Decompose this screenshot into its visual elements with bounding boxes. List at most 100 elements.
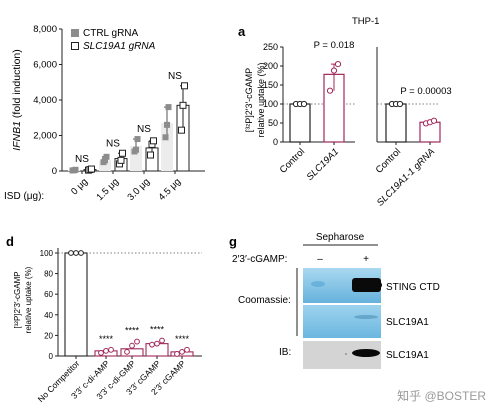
- x-tick-label: SLC19A1-1 gRNA: [375, 146, 437, 208]
- panel-a: a THP-1 [³²P]2′3′-cGAMP relative uptake …: [238, 16, 452, 209]
- y-tick-label: 250: [263, 42, 278, 52]
- panel-g: g Sepharose 2′3′-cGAMP: – + Coomassie: I…: [229, 232, 440, 369]
- cgamp-plus: +: [363, 254, 369, 265]
- panel-a-cell-line: THP-1: [352, 16, 379, 27]
- panel-d-y-ticks: 0 20 40 60 80 100: [40, 249, 58, 361]
- point-slc: [119, 149, 126, 157]
- point-slc: [117, 156, 125, 164]
- panel-d-letter: d: [6, 234, 14, 249]
- ifnb1-y-label: IFNB1 (fold induction): [11, 49, 23, 151]
- point-slc: [178, 126, 185, 134]
- ib-label: IB:: [279, 347, 291, 358]
- y-tick-label: 0: [49, 352, 54, 361]
- legend-slc-swatch: [71, 42, 79, 50]
- data-point: [330, 67, 338, 74]
- y-tick-label: 80: [44, 270, 53, 279]
- data-point: [154, 340, 160, 347]
- isd-label: ISD (μg):: [4, 191, 44, 202]
- sig-stars: ****: [125, 326, 140, 336]
- y-tick-label: 50: [268, 118, 278, 128]
- data-point: [129, 342, 135, 349]
- point-slc: [179, 101, 187, 109]
- point-slc: [181, 82, 188, 90]
- y-tick-label: 8,000: [33, 24, 57, 35]
- data-point: [68, 250, 74, 256]
- point-ctrl: [102, 157, 108, 164]
- y-tick-label: 150: [263, 80, 278, 90]
- ib-slc-band: [352, 349, 380, 357]
- x-tick-label: 3.0 μg: [126, 176, 153, 203]
- bar-ctrl: [99, 160, 111, 171]
- cgamp-minus: –: [317, 254, 323, 265]
- data-point: [73, 250, 79, 256]
- ifnb1-y-ticks: 0 2,000 4,000 6,000 8,000: [33, 24, 62, 177]
- legend-slc-label: SLC19A1 gRNA: [83, 41, 156, 52]
- y-tick-label: 0: [273, 137, 278, 147]
- x-tick-label: 4.5 μg: [157, 176, 184, 203]
- point-slc: [150, 137, 157, 145]
- y-tick-label: 2,000: [33, 131, 57, 142]
- ifnb1-points: [69, 82, 188, 174]
- sepharose-header: Sepharose: [316, 232, 365, 243]
- data-point: [174, 351, 180, 357]
- bar: [64, 252, 88, 357]
- ifnb1-significance: NS NS NS NS: [75, 71, 182, 165]
- point-ctrl: [162, 134, 169, 141]
- panel-d-bars: [64, 250, 194, 357]
- data-point: [124, 348, 130, 355]
- x-tick-label: SLC19A1: [305, 146, 342, 183]
- data-point: [134, 338, 140, 345]
- panel-d-y-label-2: relative uptake (%): [24, 266, 33, 333]
- data-point: [149, 341, 155, 348]
- panel-a-letter: a: [238, 24, 246, 39]
- data-point: [159, 337, 165, 344]
- point-ctrl: [164, 121, 170, 128]
- point-slc: [147, 151, 154, 159]
- y-tick-label: 60: [44, 290, 53, 299]
- y-tick-label: 40: [44, 311, 53, 320]
- sig-ns: NS: [137, 124, 151, 135]
- sig-ns: NS: [106, 138, 120, 149]
- band-label-slc-coomassie: SLC19A1: [386, 317, 429, 328]
- band-label-sting: STING CTD: [386, 282, 440, 293]
- watermark: 知乎 @BOSTER: [397, 389, 486, 403]
- bar: [289, 103, 311, 143]
- panel-d-significance: **** **** **** ****: [99, 325, 190, 344]
- x-tick-label: Control: [374, 146, 403, 175]
- data-point: [108, 346, 114, 353]
- y-tick-label: 0: [52, 166, 57, 177]
- bar: [385, 103, 407, 143]
- ifnb1-chart: 0 2,000 4,000 6,000 8,000 NS NS NS NS 0 μg 1.5 μ…: [4, 24, 205, 203]
- legend-ctrl-swatch: [71, 29, 79, 37]
- y-tick-label: 200: [263, 61, 278, 71]
- sig-ns: NS: [168, 71, 182, 82]
- sting-band-core: [352, 278, 381, 292]
- coomassie-blot-slc-shade: [303, 305, 381, 338]
- point-ctrl: [103, 153, 110, 160]
- ib-speck: [345, 353, 347, 355]
- panel-a-y-label-1: [³²P]2′3′-cGAMP: [244, 68, 254, 132]
- coomassie-slc-faint-band: [354, 315, 378, 319]
- data-point: [98, 350, 104, 356]
- coomassie-faint-band: [311, 281, 325, 287]
- ifnb1-x-ticks: 0 μg 1.5 μg 3.0 μg 4.5 μg: [69, 171, 183, 203]
- point-ctrl: [165, 104, 172, 111]
- panel-a-right-bars: [385, 100, 441, 143]
- sig-stars: ****: [150, 325, 165, 335]
- panel-a-left-p-value: P = 0.018: [314, 40, 355, 51]
- sig-stars: ****: [99, 334, 114, 344]
- data-point: [334, 61, 342, 68]
- x-tick-label: 1.5 μg: [95, 176, 122, 203]
- data-point: [179, 348, 185, 355]
- sig-ns: NS: [75, 154, 89, 165]
- panel-a-left-bars: [289, 61, 345, 143]
- point-ctrl: [134, 136, 141, 143]
- legend-ctrl-label: CTRL gRNA: [83, 28, 139, 39]
- x-tick-label: 0 μg: [69, 176, 90, 197]
- sig-stars: ****: [175, 334, 190, 344]
- panel-a-y-label-2: relative uptake (%): [256, 62, 266, 137]
- y-tick-label: 20: [44, 331, 53, 340]
- coomassie-label: Coomassie:: [238, 295, 291, 306]
- x-tick-label: Control: [278, 146, 307, 175]
